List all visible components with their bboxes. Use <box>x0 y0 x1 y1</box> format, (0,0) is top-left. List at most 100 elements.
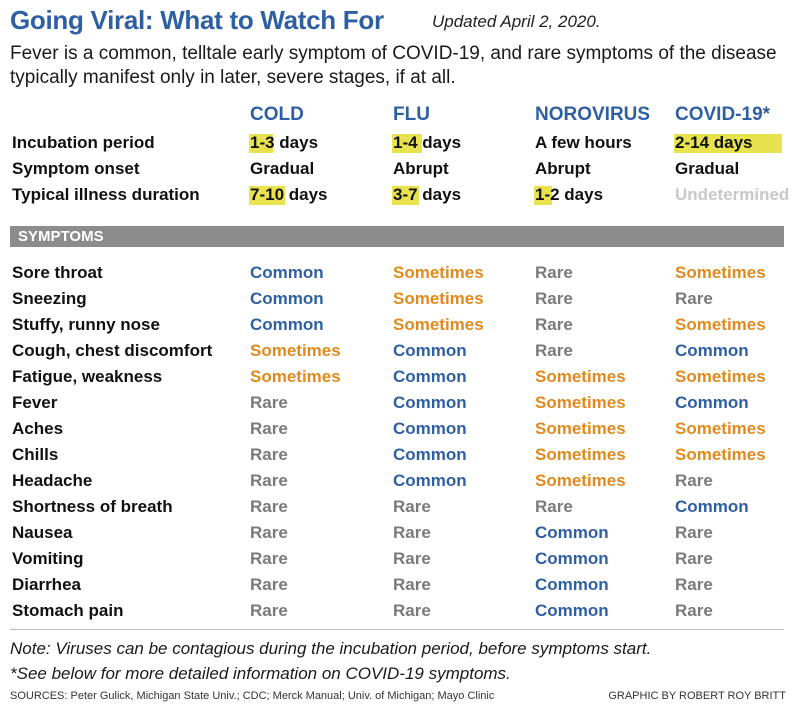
symptom-frequency-cold: Rare <box>250 419 288 438</box>
symptom-frequency-flu: Sometimes <box>393 263 484 282</box>
symptom-frequency-covid19: Sometimes <box>675 367 766 386</box>
characteristic-value-cold: 7-10 days <box>249 182 328 208</box>
symptom-frequency-flu: Rare <box>393 549 431 568</box>
symptom-frequency-norovirus: Common <box>535 523 609 542</box>
symptom-frequency-norovirus: Common <box>535 549 609 568</box>
characteristic-row-typical-illness-duration: Typical illness duration 7-10 days 3-7 day… <box>0 182 800 208</box>
characteristic-value-flu: Abrupt <box>393 156 449 182</box>
symptom-frequency-covid19: Sometimes <box>675 445 766 464</box>
characteristic-value-text: Undetermined <box>675 185 790 204</box>
symptom-frequency-norovirus: Sometimes <box>535 367 626 386</box>
characteristic-label: Incubation period <box>12 133 155 152</box>
symptom-label: Sore throat <box>12 263 103 282</box>
symptom-row-sneezing: Sneezing Common Sometimes Rare Rare <box>0 286 800 312</box>
graphic-credit: GRAPHIC BY ROBERT ROY BRITT <box>608 690 786 702</box>
characteristic-value-text: A few hours <box>535 133 632 152</box>
symptom-row-diarrhea: Diarrhea Rare Rare Common Rare <box>0 572 800 598</box>
characteristic-row-symptom-onset: Symptom onset Gradual Abrupt Abrupt Gradual <box>0 156 800 182</box>
characteristic-value-cold: Gradual <box>250 156 314 182</box>
symptom-frequency-norovirus: Sometimes <box>535 445 626 464</box>
notes: Note: Viruses can be contagious during t… <box>10 636 790 686</box>
sources-credit: SOURCES: Peter Gulick, Michigan State Un… <box>10 690 495 702</box>
symptom-frequency-flu: Common <box>393 341 467 360</box>
symptom-label: Stomach pain <box>12 601 124 620</box>
symptom-frequency-cold: Rare <box>250 445 288 464</box>
symptom-label: Fever <box>12 393 58 412</box>
symptom-frequency-cold: Sometimes <box>250 367 341 386</box>
symptom-frequency-norovirus: Sometimes <box>535 471 626 490</box>
symptom-label: Nausea <box>12 523 73 542</box>
symptom-label: Stuffy, runny nose <box>12 315 160 334</box>
symptom-frequency-flu: Rare <box>393 523 431 542</box>
characteristic-value-text: 1-2 days <box>535 185 604 204</box>
symptom-frequency-cold: Rare <box>250 497 288 516</box>
divider <box>10 629 784 630</box>
symptom-frequency-norovirus: Rare <box>535 497 573 516</box>
symptom-label: Shortness of breath <box>12 497 173 516</box>
characteristic-value-norovirus: 1-2 days <box>534 182 604 208</box>
column-header-covid19: COVID-19* <box>675 104 771 125</box>
characteristic-value-norovirus: A few hours <box>535 130 632 156</box>
characteristic-value-text: 2-14 days <box>675 133 753 152</box>
symptom-frequency-norovirus: Rare <box>535 341 573 360</box>
symptom-label: Fatigue, weakness <box>12 367 163 386</box>
symptom-frequency-flu: Rare <box>393 601 431 620</box>
symptom-frequency-flu: Common <box>393 393 467 412</box>
symptom-row-fever: Fever Rare Common Sometimes Common <box>0 390 800 416</box>
graphic-title: Going Viral: What to Watch For <box>10 5 384 35</box>
symptom-row-fatigue-weakness: Fatigue, weakness Sometimes Common Sometime… <box>0 364 800 390</box>
symptom-frequency-covid19: Sometimes <box>675 263 766 282</box>
column-header-norovirus: NOROVIRUS <box>535 104 651 125</box>
symptom-frequency-covid19: Sometimes <box>675 315 766 334</box>
characteristic-value-text: Gradual <box>675 159 740 178</box>
symptom-frequency-cold: Rare <box>250 549 288 568</box>
symptom-frequency-covid19: Sometimes <box>675 419 766 438</box>
symptom-frequency-norovirus: Rare <box>535 315 573 334</box>
symptom-frequency-covid19: Common <box>675 341 749 360</box>
symptom-label: Chills <box>12 445 59 464</box>
symptom-frequency-norovirus: Sometimes <box>535 393 626 412</box>
characteristic-value-text: Abrupt <box>393 159 449 178</box>
symptom-frequency-norovirus: Sometimes <box>535 419 626 438</box>
symptom-frequency-covid19: Rare <box>675 575 713 594</box>
symptom-frequency-flu: Sometimes <box>393 315 484 334</box>
characteristic-value-flu: 3-7 days <box>392 182 461 208</box>
characteristic-value-text: 1-4 days <box>393 133 462 152</box>
symptom-row-nausea: Nausea Rare Rare Common Rare <box>0 520 800 546</box>
symptoms-header: SYMPTOMS <box>18 228 104 245</box>
duration-highlight-bar <box>392 186 419 205</box>
symptom-frequency-covid19: Rare <box>675 523 713 542</box>
symptom-frequency-covid19: Rare <box>675 471 713 490</box>
column-header-cold: COLD <box>250 104 304 125</box>
duration-highlight-bar <box>249 186 286 205</box>
symptom-frequency-norovirus: Rare <box>535 263 573 282</box>
symptom-frequency-cold: Rare <box>250 575 288 594</box>
symptom-frequency-norovirus: Rare <box>535 289 573 308</box>
characteristic-value-text: Gradual <box>250 159 315 178</box>
symptom-label: Headache <box>12 471 93 490</box>
symptom-frequency-cold: Sometimes <box>250 341 341 360</box>
symptom-label: Sneezing <box>12 289 87 308</box>
characteristic-value-text: 1-3 days <box>250 133 319 152</box>
characteristic-value-norovirus: Abrupt <box>535 156 591 182</box>
characteristic-label: Symptom onset <box>12 159 140 178</box>
symptom-label: Cough, chest discomfort <box>12 341 213 360</box>
symptom-frequency-covid19: Common <box>675 393 749 412</box>
updated-date: Updated April 2, 2020. <box>432 12 601 31</box>
symptom-frequency-flu: Sometimes <box>393 289 484 308</box>
symptom-frequency-flu: Common <box>393 367 467 386</box>
duration-highlight-bar <box>674 134 782 153</box>
duration-highlight-bar <box>392 134 423 153</box>
characteristic-row-incubation-period: Incubation period 1-3 days 1-4 days A few h… <box>0 130 800 156</box>
symptom-row-cough-chest-discomfort: Cough, chest discomfort Sometimes Common Ra… <box>0 338 800 364</box>
note-contagious: Note: Viruses can be contagious during t… <box>10 639 652 658</box>
symptom-row-sore-throat: Sore throat Common Sometimes Rare Sometimes <box>0 260 800 286</box>
symptom-frequency-cold: Rare <box>250 471 288 490</box>
characteristic-value-flu: 1-4 days <box>392 130 462 156</box>
symptom-label: Vomiting <box>12 549 84 568</box>
symptom-frequency-covid19: Rare <box>675 601 713 620</box>
symptom-frequency-cold: Rare <box>250 523 288 542</box>
symptom-row-aches: Aches Rare Common Sometimes Sometimes <box>0 416 800 442</box>
characteristic-value-covid19: Undetermined <box>675 182 789 208</box>
characteristic-value-covid19: Gradual <box>675 156 739 182</box>
